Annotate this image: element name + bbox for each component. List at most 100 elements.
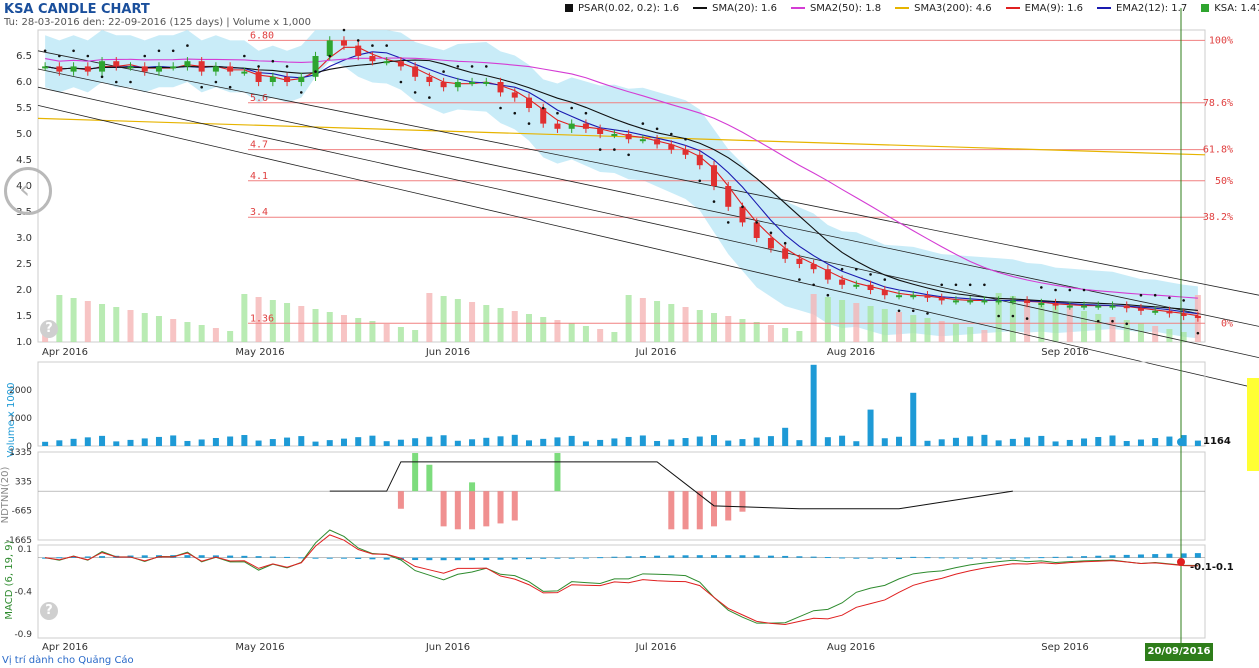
candle-body <box>426 76 433 82</box>
macd-hist-bar <box>711 555 718 558</box>
volume-bar <box>568 435 575 446</box>
macd-last-value: -0.1-0.1 <box>1190 562 1234 573</box>
macd-hist-bar <box>412 557 419 561</box>
psar-dot <box>783 241 787 245</box>
volume-bar <box>1066 439 1073 446</box>
volume-ghost-bar <box>753 322 760 342</box>
candle-body <box>198 61 205 72</box>
ndtnn-line <box>329 461 1013 510</box>
volume-bar <box>155 436 162 446</box>
trend-line <box>37 68 1259 327</box>
psar-dot <box>1054 288 1057 292</box>
volume-bar <box>981 434 988 446</box>
zoom-out-button[interactable]: ‹ <box>4 167 52 215</box>
volume-ghost-bar <box>298 306 305 342</box>
psar-dot <box>556 111 559 115</box>
legend-swatch <box>565 4 573 12</box>
ndtnn-bar <box>497 491 504 524</box>
psar-dot <box>911 309 915 313</box>
candle-body <box>938 297 945 301</box>
x-tick-label: Sep 2016 <box>1041 347 1088 358</box>
macd-hist-bar <box>967 557 974 559</box>
psar-dot <box>855 267 858 271</box>
volume-bar <box>269 439 276 446</box>
candle-body <box>853 284 860 287</box>
volume-ghost-bar <box>355 318 362 342</box>
candle-body <box>483 82 490 84</box>
volume-ghost-bar <box>810 294 817 342</box>
volume-ghost-bar <box>511 311 518 342</box>
x-tick-label: May 2016 <box>235 642 284 653</box>
volume-ghost-bar <box>725 316 732 342</box>
macd-hist-bar <box>369 557 376 560</box>
psar-dot <box>655 127 659 131</box>
macd-hist-bar <box>611 556 618 558</box>
ndtnn-bar <box>739 491 746 512</box>
volume-bar <box>1095 436 1102 446</box>
volume-ghost-bar <box>711 313 718 342</box>
candle-body <box>981 300 988 303</box>
volume-bar <box>1009 438 1016 446</box>
volume-bar <box>1137 439 1144 446</box>
legend-label: EMA(9): 1.6 <box>1024 3 1084 14</box>
volume-ghost-bar <box>739 319 746 342</box>
volume-bar <box>668 439 675 446</box>
cursor-dot-volume <box>1177 438 1185 446</box>
volume-ghost-bar <box>56 295 63 342</box>
volume-ghost-bar <box>127 310 134 342</box>
macd-hist-bar <box>141 555 148 558</box>
macd-hist-bar <box>56 557 63 559</box>
macd-hist-bar <box>241 555 248 558</box>
candle-body <box>611 134 618 136</box>
y-tick-label: 5.0 <box>16 129 32 140</box>
macd-hist-bar <box>198 555 205 558</box>
volume-ghost-bar <box>910 315 917 342</box>
macd-hist-bar <box>1123 554 1130 558</box>
volume-ghost-bar <box>924 318 931 342</box>
help-icon[interactable]: ? <box>40 602 58 620</box>
candle-body <box>952 300 959 303</box>
candle-body <box>42 66 49 69</box>
volume-bar <box>639 435 646 446</box>
psar-dot <box>954 283 958 287</box>
macd-hist-bar <box>796 556 803 558</box>
legend-swatch <box>895 7 910 9</box>
psar-dot <box>442 70 445 73</box>
legend-label: SMA2(50): 1.8 <box>809 3 882 14</box>
psar-dot <box>100 75 104 79</box>
help-icon[interactable]: ? <box>40 320 58 338</box>
psar-dot <box>399 80 403 84</box>
volume-ghost-bar <box>967 327 974 342</box>
volume-ghost-bar <box>113 307 120 342</box>
volume-bar <box>995 440 1002 446</box>
psar-dot <box>997 314 1000 318</box>
candle-body <box>369 56 376 62</box>
macd-hist-bar <box>767 555 774 558</box>
candle-body <box>910 295 917 298</box>
ad-placeholder-link[interactable]: Vị trí dành cho Quảng Cáo <box>2 655 134 666</box>
psar-dot <box>1168 296 1171 300</box>
volume-bar <box>1123 441 1130 446</box>
volume-bar <box>1038 435 1045 446</box>
volume-ghost-bar <box>1166 329 1173 342</box>
fib-level-label: 78.6% <box>1203 98 1233 109</box>
ndtnn-panel <box>37 451 1206 541</box>
volume-bar <box>397 439 404 446</box>
macd-hist-bar <box>1166 553 1173 558</box>
candle-body <box>867 284 874 290</box>
macd-hist-bar <box>881 557 888 559</box>
volume-bar <box>696 436 703 446</box>
volume-ghost-bar <box>412 330 419 342</box>
fib-level-label: 50% <box>1215 176 1233 187</box>
macd-hist-bar <box>924 557 931 559</box>
trend-line <box>37 86 1259 358</box>
psar-dot <box>798 278 801 281</box>
trend-line <box>37 105 1259 390</box>
psar-dot <box>840 267 844 271</box>
volume-bar <box>767 436 774 446</box>
psar-dot <box>470 65 474 68</box>
x-tick-label: Jun 2016 <box>425 347 470 358</box>
macd-hist-bar <box>1152 554 1159 558</box>
macd-hist-bar <box>284 556 291 558</box>
